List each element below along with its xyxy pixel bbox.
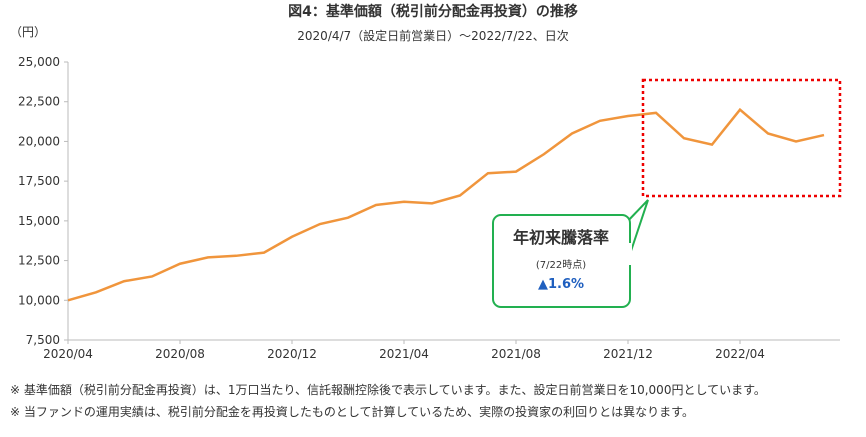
- y-tick-label: 22,500: [18, 95, 60, 109]
- y-tick-label: 20,000: [18, 134, 60, 148]
- footnote: ※ 基準価額（税引前分配金再投資）は、1万口当たり、信託報酬控除後で表示していま…: [10, 382, 766, 397]
- x-tick-label: 2021/04: [379, 347, 429, 361]
- y-tick-label: 25,000: [18, 55, 60, 69]
- line-series: [67, 107, 825, 302]
- y-unit: （円）: [10, 25, 46, 39]
- annotation-title: 年初来騰落率: [513, 228, 609, 247]
- y-tick-label: 12,500: [18, 254, 60, 268]
- x-tick-label: 2020/04: [43, 347, 93, 361]
- annotation-value: ▲1.6%: [538, 277, 584, 292]
- highlight-box: [641, 78, 842, 198]
- y-tick-label: 7,500: [26, 333, 60, 347]
- x-tick-label: 2022/04: [715, 347, 765, 361]
- x-tick-label: 2021/12: [603, 347, 653, 361]
- x-tick-label: 2020/12: [267, 347, 317, 361]
- annotation-note: (7/22時点): [536, 259, 586, 271]
- x-tick-label: 2020/08: [155, 347, 205, 361]
- y-tick-label: 15,000: [18, 214, 60, 228]
- y-tick-label: 10,000: [18, 293, 60, 307]
- x-tick-label: 2021/08: [491, 347, 541, 361]
- chart-title: 図4：基準価額（税引前分配金再投資）の推移: [288, 3, 578, 20]
- chart-subtitle: 2020/4/7（設定日前営業日）～2022/7/22、日次: [297, 28, 568, 43]
- y-tick-label: 17,500: [18, 174, 60, 188]
- callout-joint: [620, 243, 632, 265]
- footnote: ※ 当ファンドの運用実績は、税引前分配金を再投資したものとして計算しているため、…: [10, 404, 694, 419]
